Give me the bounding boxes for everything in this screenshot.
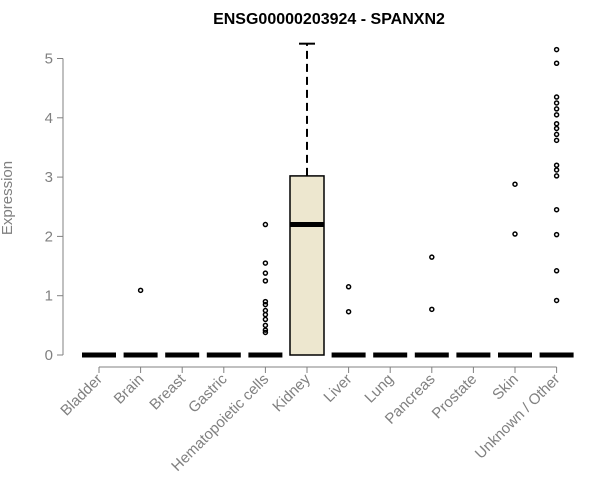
outlier-point — [262, 301, 269, 308]
outlier-point — [553, 173, 560, 179]
outlier-point — [512, 181, 518, 187]
outlier-point — [262, 316, 269, 323]
outlier-point — [553, 46, 560, 53]
box-body — [289, 175, 325, 356]
outlier-point — [262, 260, 269, 266]
outlier-point — [429, 306, 435, 313]
y-tick-label: 2 — [45, 228, 53, 245]
outlier-point — [553, 297, 560, 304]
outlier-point — [512, 231, 518, 237]
outlier-point — [553, 94, 560, 100]
outlier-point — [262, 270, 269, 276]
x-tick-label: Kidney — [269, 370, 314, 415]
box-liver — [331, 284, 366, 358]
outlier-point — [262, 221, 269, 228]
x-tick-label: Skin — [489, 371, 522, 404]
box-series — [82, 42, 574, 358]
box-pancreas — [414, 254, 449, 358]
box-kidney — [289, 42, 325, 356]
outlier-point — [429, 254, 435, 260]
outlier-point — [262, 298, 269, 305]
outlier-point — [553, 167, 560, 173]
outlier-point — [262, 307, 269, 314]
outlier-point — [262, 327, 269, 333]
outlier-point — [345, 284, 352, 290]
outlier-point — [553, 106, 560, 112]
outlier-point — [553, 120, 560, 127]
outlier-point — [553, 112, 560, 118]
outlier-point — [553, 231, 560, 238]
y-tick-label: 5 — [45, 51, 53, 68]
outlier-point — [137, 287, 144, 294]
x-tick-label: Liver — [320, 371, 355, 406]
outlier-point — [262, 322, 269, 329]
outlier-point — [553, 131, 560, 138]
box-hematopoietic-cells — [248, 221, 283, 358]
outlier-point — [553, 100, 560, 106]
y-tick-label: 4 — [45, 110, 53, 127]
box-brain — [123, 287, 158, 358]
outlier-point — [262, 278, 269, 284]
outlier-point — [553, 206, 560, 213]
x-tick-label: Lung — [361, 371, 397, 407]
outlier-point — [553, 125, 560, 132]
x-tick-label: Prostate — [429, 371, 481, 423]
outlier-point — [553, 268, 560, 274]
box-unknown-other — [539, 46, 574, 358]
box-skin — [498, 181, 532, 358]
y-tick-label: 1 — [45, 288, 53, 305]
x-tick-label: Brain — [111, 371, 148, 408]
outlier-point — [262, 311, 269, 318]
outlier-point — [262, 329, 269, 336]
outlier-point — [553, 137, 560, 144]
outlier-point — [345, 308, 352, 315]
outlier-point — [553, 60, 560, 66]
x-tick-label: Bladder — [57, 371, 106, 420]
x-tick-label: Breast — [146, 370, 189, 413]
outlier-point — [553, 162, 560, 168]
y-tick-label: 0 — [45, 347, 53, 364]
y-axis-title: Expression — [0, 161, 16, 235]
y-axis: 0 1 2 3 4 5 — [45, 51, 64, 364]
y-tick-label: 3 — [45, 169, 53, 186]
chart-title: ENSG00000203924 - SPANXN2 — [213, 11, 445, 28]
